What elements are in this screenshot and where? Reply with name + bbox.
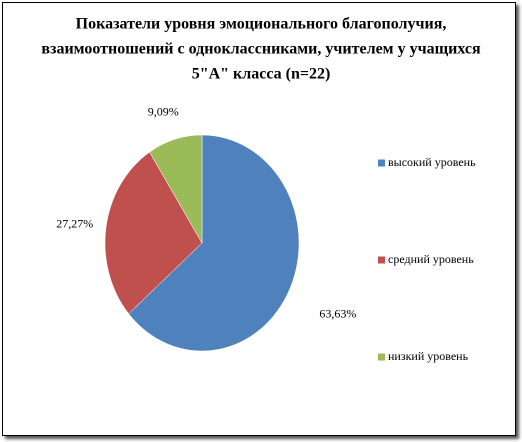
chart-frame: Показатели уровня эмоционального благопо… bbox=[2, 2, 516, 436]
data-label: 9,09% bbox=[148, 104, 179, 118]
pie-slice bbox=[128, 134, 300, 352]
pie-slice bbox=[104, 151, 203, 315]
chart: Показатели уровня эмоционального благопо… bbox=[41, 16, 481, 363]
legend-label: средний уровень bbox=[388, 252, 474, 266]
data-label: 63,63% bbox=[319, 307, 356, 321]
legend-swatch bbox=[378, 159, 385, 167]
legend-swatch bbox=[378, 256, 385, 264]
legend-label: высокий уровень bbox=[388, 155, 476, 169]
data-label: 27,27% bbox=[56, 216, 93, 230]
chart-title: взаимоотношений с одноклассниками, учите… bbox=[41, 41, 481, 58]
pie-slice bbox=[149, 134, 203, 244]
chart-title: 5"А" класса (n=22) bbox=[192, 66, 331, 83]
chart-title: Показатели уровня эмоционального благопо… bbox=[76, 16, 447, 33]
legend-swatch bbox=[378, 353, 385, 361]
legend-label: низкий уровень bbox=[388, 349, 469, 363]
